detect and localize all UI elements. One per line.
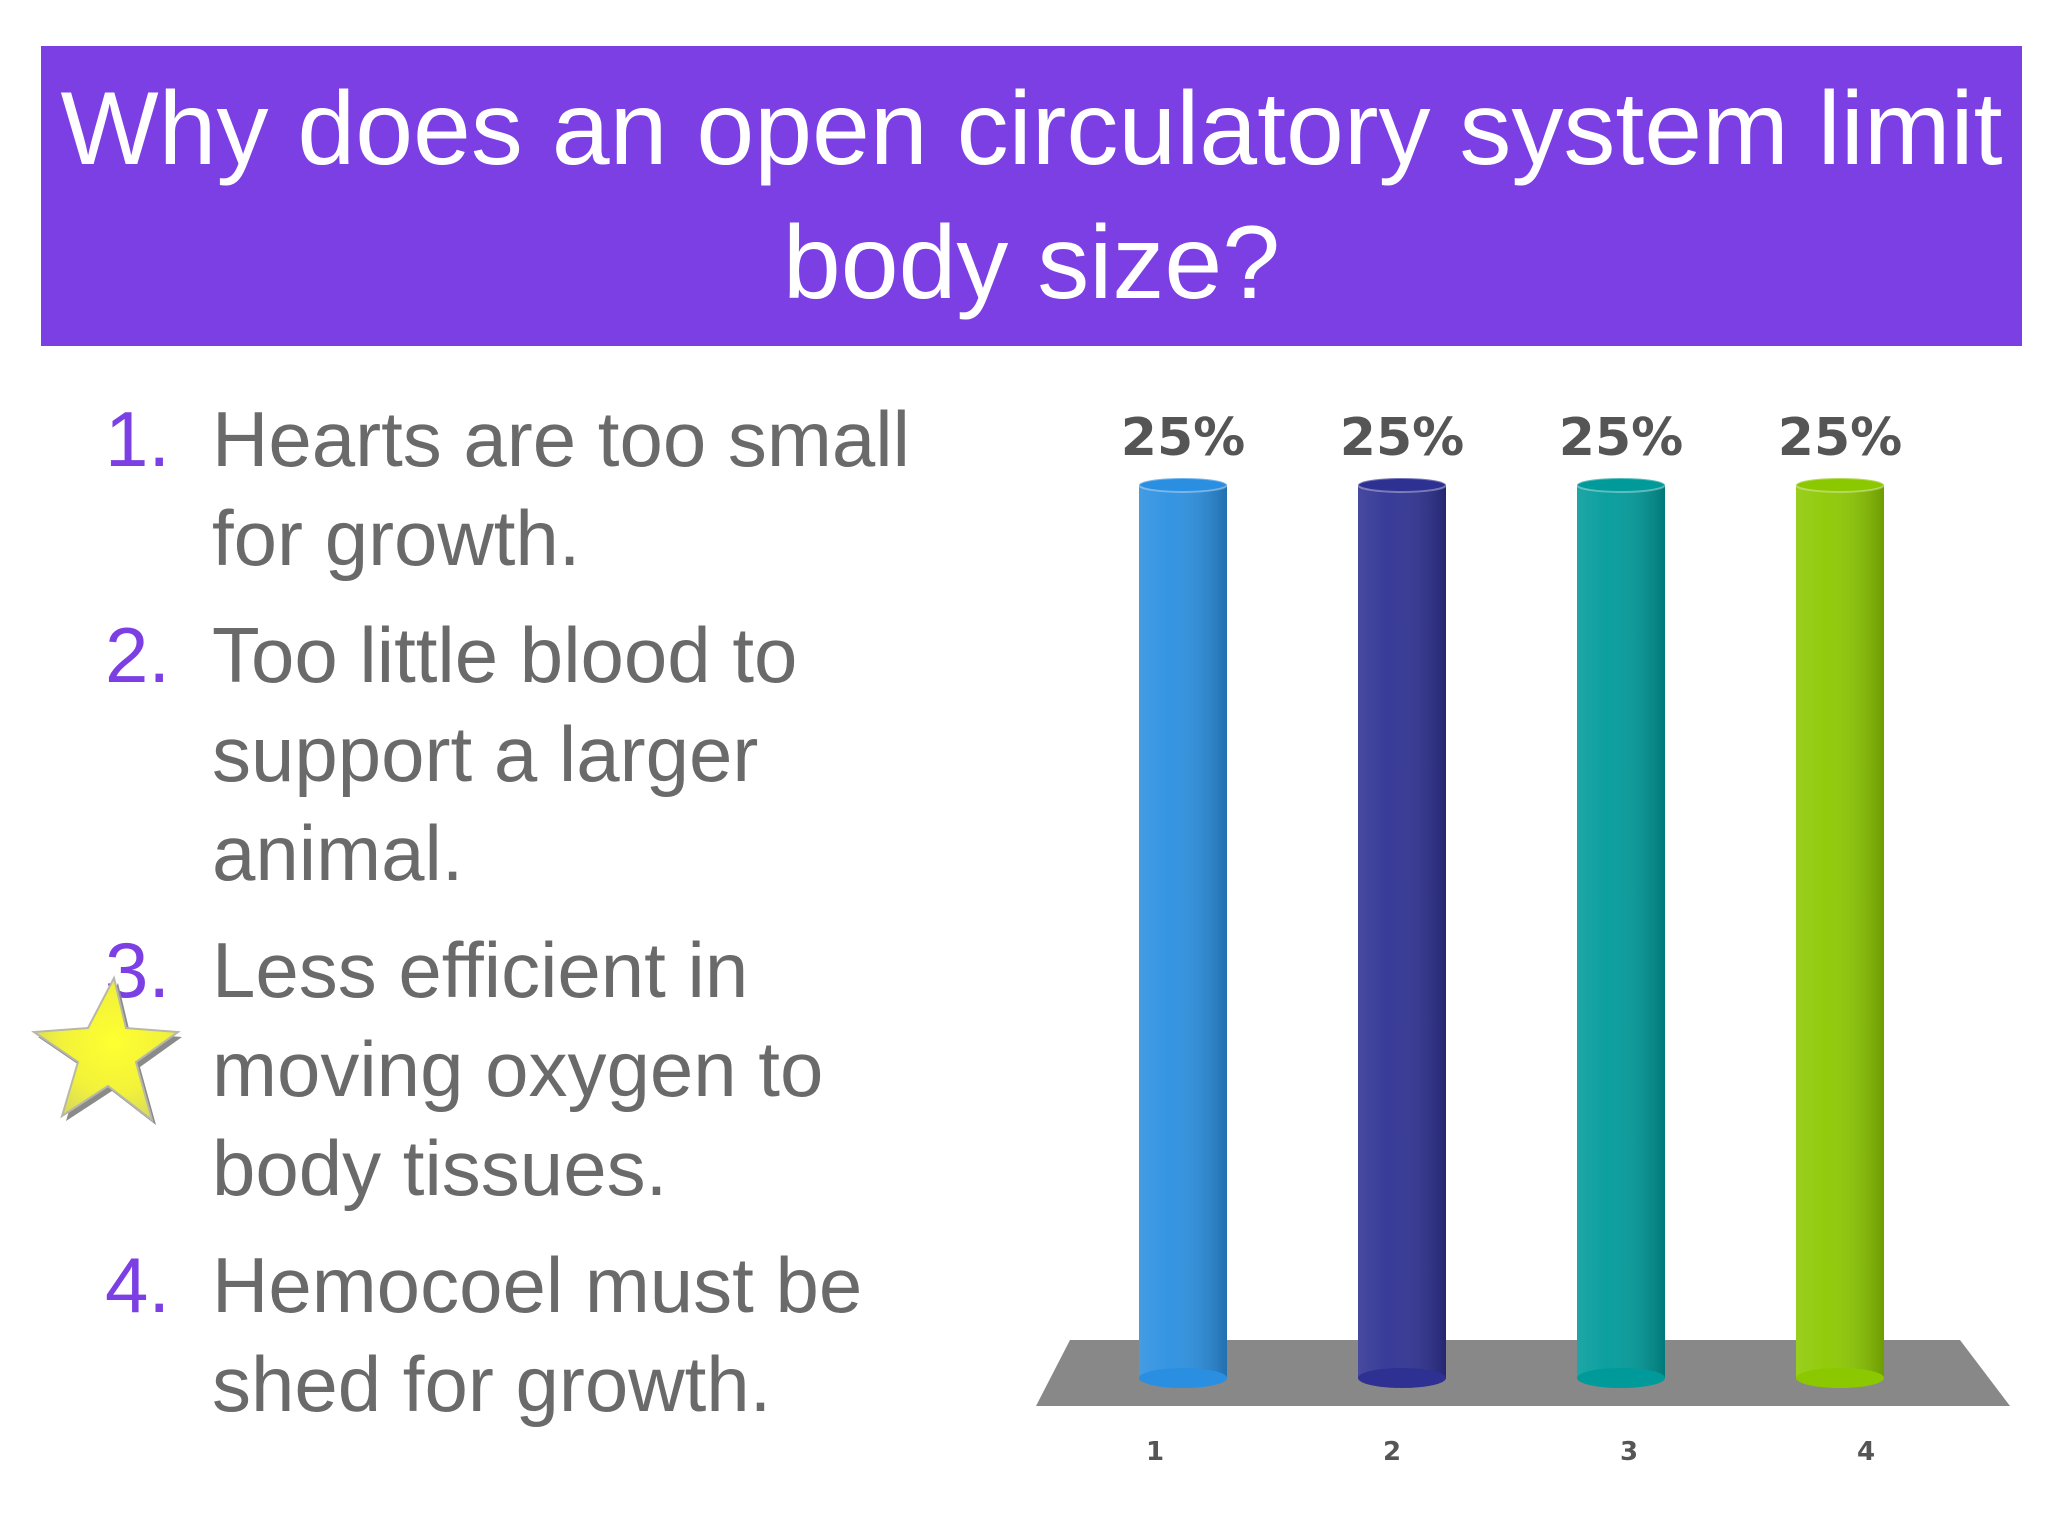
answer-text: Less efficient in moving oxygen to body … [212,926,824,1212]
title-banner: Why does an open circulatory system limi… [41,46,2022,346]
bar-1 [1138,477,1228,1388]
x-tick-label: 1 [1146,1437,1164,1467]
x-tick-label: 3 [1620,1437,1638,1467]
bar-value-label: 25% [1559,408,1683,468]
answer-list: 1. Hearts are too small for growth. 2. T… [105,390,1005,1452]
x-tick-label: 2 [1383,1437,1401,1467]
answer-option-1: 1. Hearts are too small for growth. [105,390,1005,588]
bar-2 [1357,477,1447,1388]
answer-text: Too little blood to support a larger ani… [212,611,798,897]
answer-option-4: 4. Hemocoel must be shed for growth. [105,1236,1005,1434]
answer-number: 1. [105,395,171,483]
results-chart: 25% 25% 25% 25% 1 2 3 4 [1036,408,2010,1467]
answer-number: 2. [105,611,171,699]
bar-4 [1795,477,1885,1388]
answer-option-2: 2. Too little blood to support a larger … [105,606,1005,903]
chart-floor [1036,1340,2010,1406]
bar-3 [1576,477,1666,1388]
answer-text: Hearts are too small for growth. [212,395,910,582]
star-icon [31,975,182,1125]
bar-value-label: 25% [1340,408,1464,468]
x-tick-label: 4 [1857,1437,1875,1467]
answer-text: Hemocoel must be shed for growth. [212,1241,863,1428]
answer-option-3: 3. Less efficient in moving oxygen to bo… [105,921,1005,1218]
slide-title: Why does an open circulatory system limi… [60,71,2003,321]
bar-value-label: 25% [1778,408,1902,468]
answer-number: 4. [105,1241,171,1329]
bar-value-label: 25% [1121,408,1245,468]
